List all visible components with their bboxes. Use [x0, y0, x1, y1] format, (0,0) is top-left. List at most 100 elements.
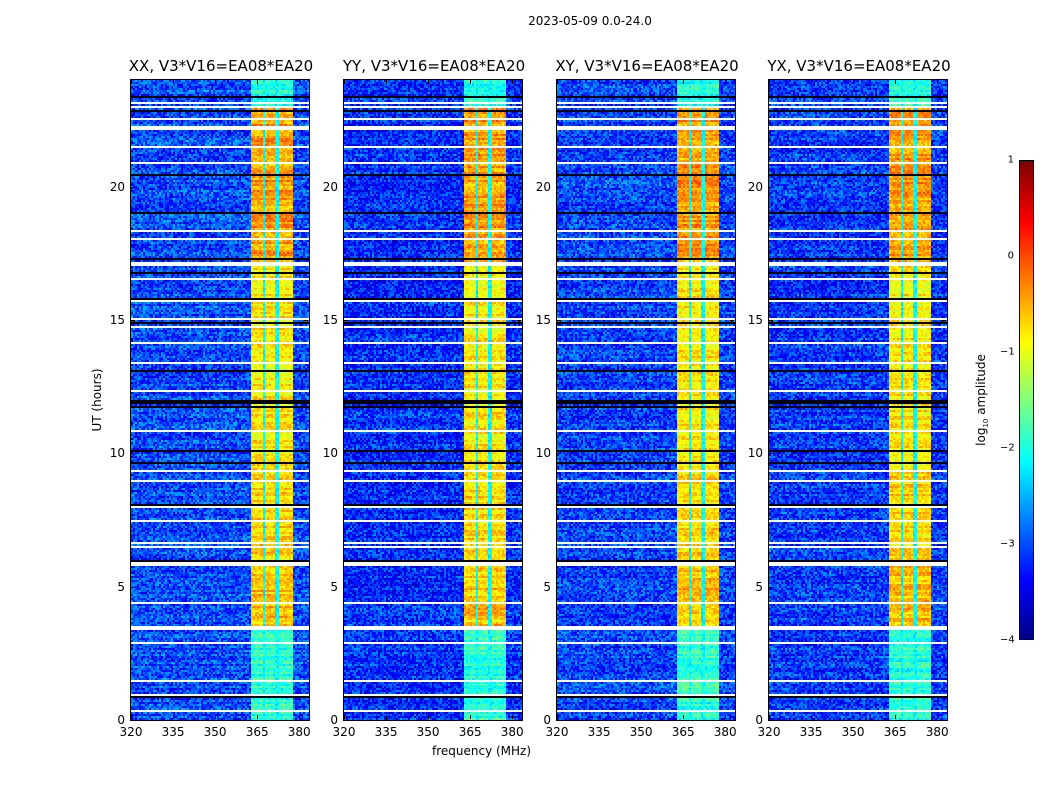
y-tick-mark [304, 453, 308, 455]
colorbar-tick-label: −4 [1000, 634, 1015, 646]
y-tick-label: 20 [747, 179, 763, 194]
waterfall-heatmap [769, 80, 947, 720]
y-tick-label: 5 [117, 579, 125, 594]
x-tick-mark [215, 715, 217, 719]
y-tick-mark [304, 586, 308, 588]
y-tick-label: 5 [543, 579, 551, 594]
colorbar [1019, 160, 1034, 640]
x-tick-mark [470, 715, 472, 719]
y-tick-mark [730, 453, 734, 455]
x-tick-mark [641, 80, 643, 84]
x-tick-mark [512, 715, 514, 719]
x-tick-label: 350 [629, 725, 653, 739]
y-tick-mark [769, 320, 773, 321]
x-tick-label: 335 [587, 725, 611, 739]
x-tick-mark [599, 715, 601, 719]
y-tick-label: 15 [109, 313, 125, 327]
colorbar-label: log10 amplitude [973, 354, 991, 446]
x-tick-mark [853, 80, 855, 84]
y-tick-mark [304, 320, 308, 321]
x-tick-mark [599, 80, 601, 84]
y-tick-mark [131, 453, 135, 455]
x-tick-mark [428, 80, 430, 84]
x-tick-mark [937, 715, 939, 719]
x-tick-mark [386, 715, 388, 719]
y-tick-label: 10 [322, 446, 338, 461]
y-tick-label: 10 [535, 446, 551, 461]
x-tick-label: 335 [161, 725, 185, 739]
x-tick-mark [470, 80, 472, 84]
y-tick-label: 0 [543, 713, 551, 727]
x-tick-mark [769, 80, 770, 84]
x-tick-label: 365 [883, 725, 907, 739]
y-tick-label: 10 [747, 446, 763, 461]
x-tick-label: 320 [332, 725, 356, 739]
x-tick-mark [557, 80, 558, 84]
y-tick-label: 5 [330, 579, 338, 594]
y-tick-mark [517, 586, 521, 588]
panel-title: XY, V3*V16=EA08*EA20 [555, 57, 739, 75]
y-tick-mark [769, 586, 773, 588]
y-tick-mark [344, 453, 348, 455]
y-tick-mark [517, 453, 521, 455]
y-tick-label: 15 [535, 313, 551, 327]
y-tick-label: 0 [755, 713, 763, 727]
x-tick-label: 365 [245, 725, 269, 739]
x-tick-mark [173, 715, 175, 719]
y-tick-mark [131, 186, 135, 188]
y-tick-mark [344, 186, 348, 188]
x-tick-label: 335 [374, 725, 398, 739]
colorbar-tick-label: −2 [1000, 442, 1015, 454]
y-tick-mark [344, 586, 348, 588]
x-tick-mark [257, 715, 259, 719]
x-tick-mark [131, 715, 132, 719]
x-tick-label: 350 [841, 725, 865, 739]
y-tick-mark [557, 453, 561, 455]
y-tick-label: 15 [322, 313, 338, 327]
y-axis-label: UT (hours) [90, 368, 104, 432]
x-tick-mark [937, 80, 939, 84]
y-tick-mark [557, 586, 561, 588]
x-tick-mark [173, 80, 175, 84]
x-tick-mark [344, 80, 345, 84]
x-tick-label: 335 [799, 725, 823, 739]
colorbar-tick-label: −1 [1000, 346, 1015, 358]
waterfall-heatmap [131, 80, 309, 720]
x-tick-mark [215, 80, 217, 84]
x-tick-mark [811, 715, 813, 719]
y-tick-mark [131, 586, 135, 588]
y-tick-mark [131, 320, 135, 321]
x-tick-label: 320 [757, 725, 781, 739]
x-tick-label: 365 [671, 725, 695, 739]
x-tick-label: 380 [287, 725, 311, 739]
x-tick-mark [641, 715, 643, 719]
y-tick-label: 0 [117, 713, 125, 727]
x-tick-mark [725, 715, 727, 719]
y-tick-label: 5 [755, 579, 763, 594]
x-tick-mark [895, 80, 897, 84]
panel-yx: YX, V3*V16=EA08*EA20 320 335 350 365 380 0 5 10… [748, 57, 951, 739]
y-tick-label: 0 [330, 713, 338, 727]
panel-title: YX, V3*V16=EA08*EA20 [767, 57, 951, 75]
x-tick-label: 380 [925, 725, 949, 739]
y-tick-mark [517, 720, 521, 721]
panel-xx: XX, V3*V16=EA08*EA20 320 335 350 365 380 0 5 10… [110, 57, 314, 739]
x-tick-mark [769, 715, 770, 719]
x-tick-mark [683, 715, 685, 719]
y-tick-mark [942, 453, 946, 455]
y-tick-mark [131, 720, 135, 721]
x-tick-label: 350 [203, 725, 227, 739]
y-tick-label: 15 [747, 313, 763, 327]
x-tick-mark [895, 715, 897, 719]
x-tick-mark [683, 80, 685, 84]
x-tick-label: 380 [500, 725, 524, 739]
y-tick-mark [942, 720, 946, 721]
y-tick-mark [557, 320, 561, 321]
x-axis-label: frequency (MHz) [432, 744, 532, 758]
colorbar-tick-label: −3 [1000, 538, 1015, 550]
y-tick-mark [730, 320, 734, 321]
x-tick-mark [557, 715, 558, 719]
x-tick-mark [853, 715, 855, 719]
x-tick-label: 350 [416, 725, 440, 739]
y-tick-mark [769, 453, 773, 455]
